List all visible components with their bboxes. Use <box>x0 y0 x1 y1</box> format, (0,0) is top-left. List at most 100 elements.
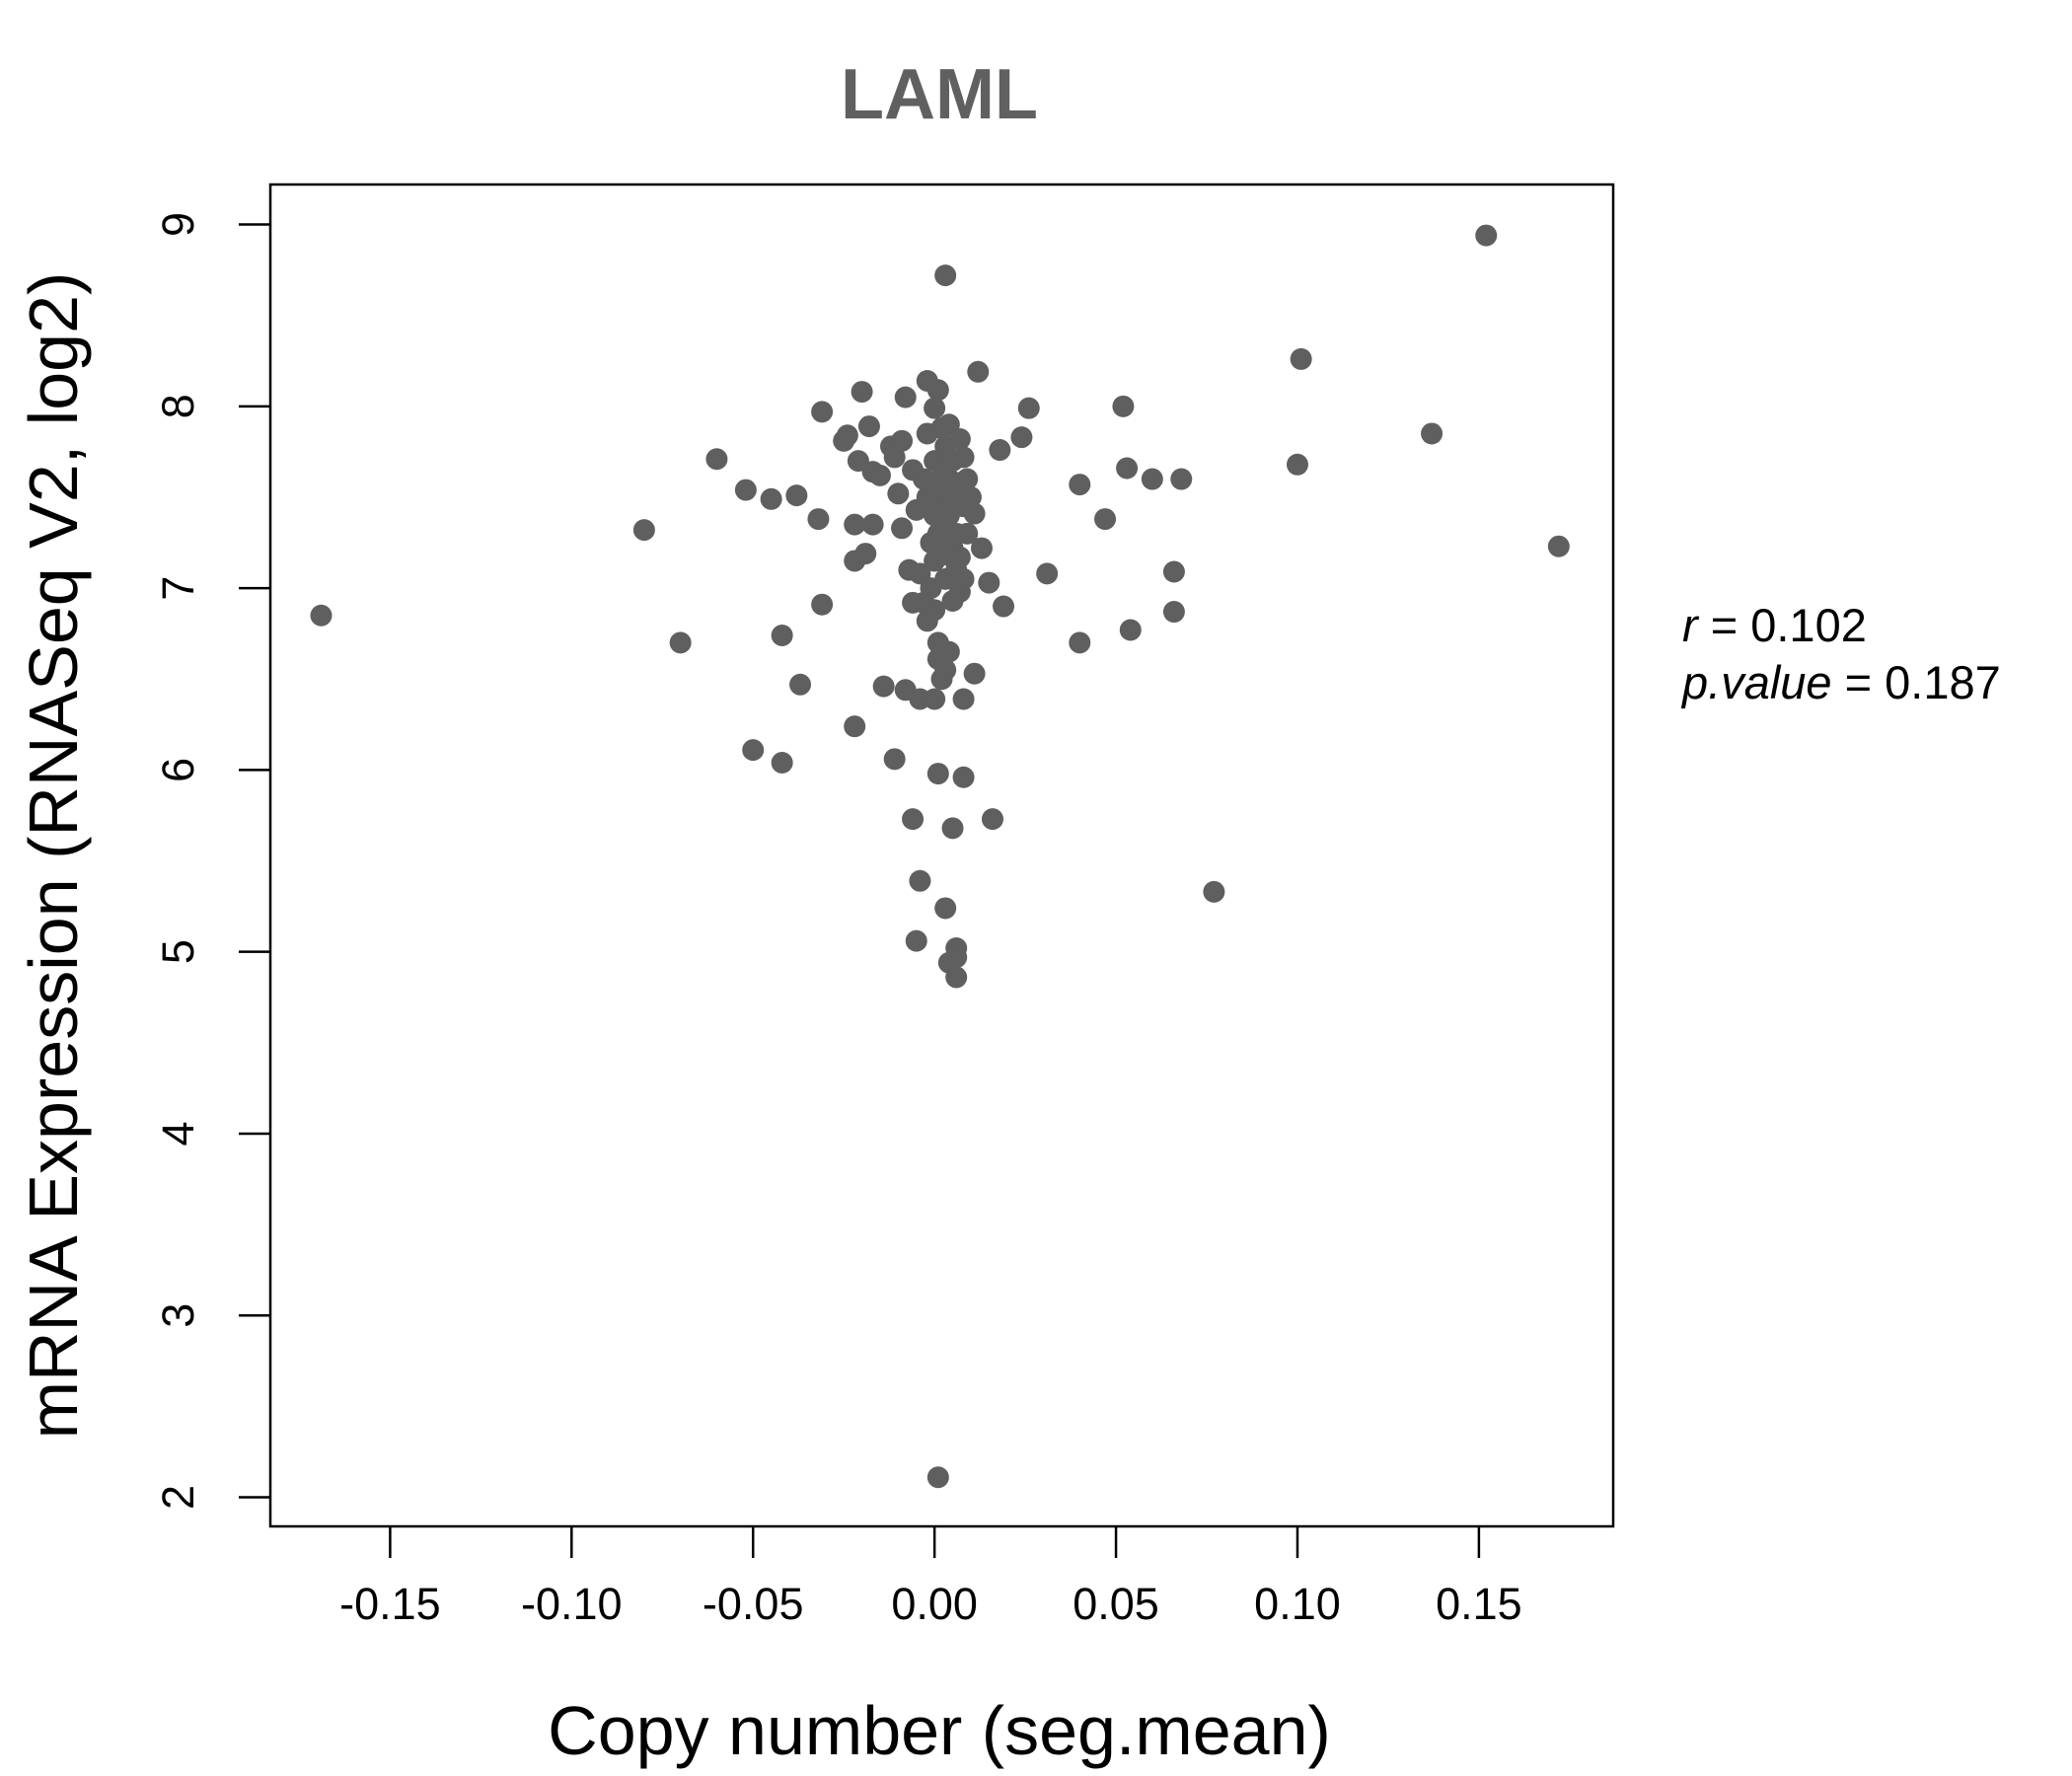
data-point <box>742 739 765 762</box>
data-points <box>310 224 1570 1489</box>
data-point <box>905 929 927 952</box>
data-point <box>952 567 975 590</box>
data-point <box>926 763 949 785</box>
data-point <box>959 485 982 508</box>
data-point <box>1203 880 1225 903</box>
data-point <box>760 487 782 510</box>
data-point <box>967 360 990 383</box>
data-point <box>909 869 931 892</box>
data-point <box>1475 224 1498 247</box>
y-tick-label: 5 <box>153 939 203 964</box>
y-axis: 2 3 4 5 6 7 8 9 <box>153 212 270 1510</box>
y-tick-label: 2 <box>153 1485 203 1510</box>
data-point <box>934 897 957 920</box>
data-point <box>1094 508 1117 531</box>
y-tick-label: 4 <box>153 1121 203 1146</box>
data-point <box>956 522 979 545</box>
data-point <box>891 517 914 540</box>
data-point <box>1112 395 1135 417</box>
data-point <box>1141 468 1163 490</box>
data-point <box>868 464 891 486</box>
data-point <box>1421 422 1443 445</box>
data-point <box>1010 426 1033 449</box>
x-tick-label: 0.15 <box>1436 1579 1522 1629</box>
data-point <box>1116 457 1139 480</box>
p-value-stat: p.value = 0.187 <box>1680 656 2001 708</box>
x-tick-label: 0.00 <box>891 1579 978 1629</box>
y-tick-label: 7 <box>153 576 203 601</box>
r-stat-value: 0.102 <box>1750 599 1867 651</box>
data-point <box>1170 468 1193 490</box>
data-point <box>811 401 834 423</box>
data-point <box>789 673 812 696</box>
data-point <box>1069 474 1091 496</box>
x-tick-label: 0.05 <box>1073 1579 1159 1629</box>
data-point <box>310 604 333 627</box>
chart-title: LAML <box>841 55 1038 134</box>
data-point <box>948 546 971 568</box>
data-point <box>836 424 858 447</box>
data-point <box>926 1466 949 1489</box>
correlation-stats: r = 0.102 p.value = 0.187 <box>1680 599 2001 708</box>
data-point <box>970 537 993 559</box>
data-point <box>844 513 866 536</box>
y-tick-label: 3 <box>153 1303 203 1328</box>
data-point <box>1286 453 1308 476</box>
data-point <box>941 817 964 840</box>
data-point <box>844 715 866 738</box>
data-point <box>1069 631 1091 654</box>
r-stat: r = 0.102 <box>1682 599 1867 651</box>
data-point <box>771 625 793 647</box>
data-point <box>851 381 873 404</box>
data-point <box>989 439 1011 462</box>
plot-frame <box>268 183 1615 1528</box>
data-point <box>734 479 757 501</box>
data-point <box>669 631 692 654</box>
data-point <box>945 946 968 969</box>
data-point <box>926 379 949 402</box>
data-point <box>952 766 975 788</box>
data-point <box>1162 601 1185 624</box>
data-point <box>771 752 793 775</box>
data-point <box>807 508 830 531</box>
x-tick-label: -0.15 <box>339 1579 441 1629</box>
data-point <box>993 595 1015 618</box>
data-point <box>1162 560 1185 583</box>
data-point <box>705 448 728 471</box>
data-point <box>883 446 906 469</box>
data-point <box>785 484 808 507</box>
data-point <box>632 519 655 542</box>
data-point <box>948 427 971 450</box>
data-point <box>894 386 917 408</box>
data-point <box>963 502 986 525</box>
y-axis-label: mRNA Expression (RNASeq V2, log2) <box>15 272 92 1440</box>
data-point <box>924 397 946 419</box>
data-point <box>883 748 906 771</box>
y-tick-label: 8 <box>153 394 203 418</box>
data-point <box>952 688 975 710</box>
r-stat-equals: = <box>1711 599 1751 651</box>
x-axis-label: Copy number (seg.mean) <box>548 1692 1331 1769</box>
data-point <box>811 593 834 616</box>
data-point <box>963 662 986 685</box>
data-point <box>902 808 925 831</box>
data-point <box>1119 619 1142 641</box>
data-point <box>887 482 910 505</box>
x-tick-label: -0.10 <box>521 1579 623 1629</box>
data-point <box>981 808 1003 831</box>
data-point <box>934 659 957 682</box>
data-point <box>857 415 880 438</box>
data-point <box>891 429 914 452</box>
data-point <box>945 966 968 989</box>
data-point <box>924 688 946 710</box>
y-tick-label: 6 <box>153 758 203 782</box>
x-axis: -0.15 -0.10 -0.05 0.00 0.05 0.10 0.15 <box>339 1526 1522 1629</box>
x-tick-label: 0.10 <box>1254 1579 1341 1629</box>
data-point <box>956 468 979 490</box>
data-point <box>978 571 1000 594</box>
p-value-value: 0.187 <box>1885 656 2001 708</box>
p-value-label: p.value <box>1680 656 1832 708</box>
data-point <box>937 640 960 663</box>
data-point <box>924 599 946 622</box>
